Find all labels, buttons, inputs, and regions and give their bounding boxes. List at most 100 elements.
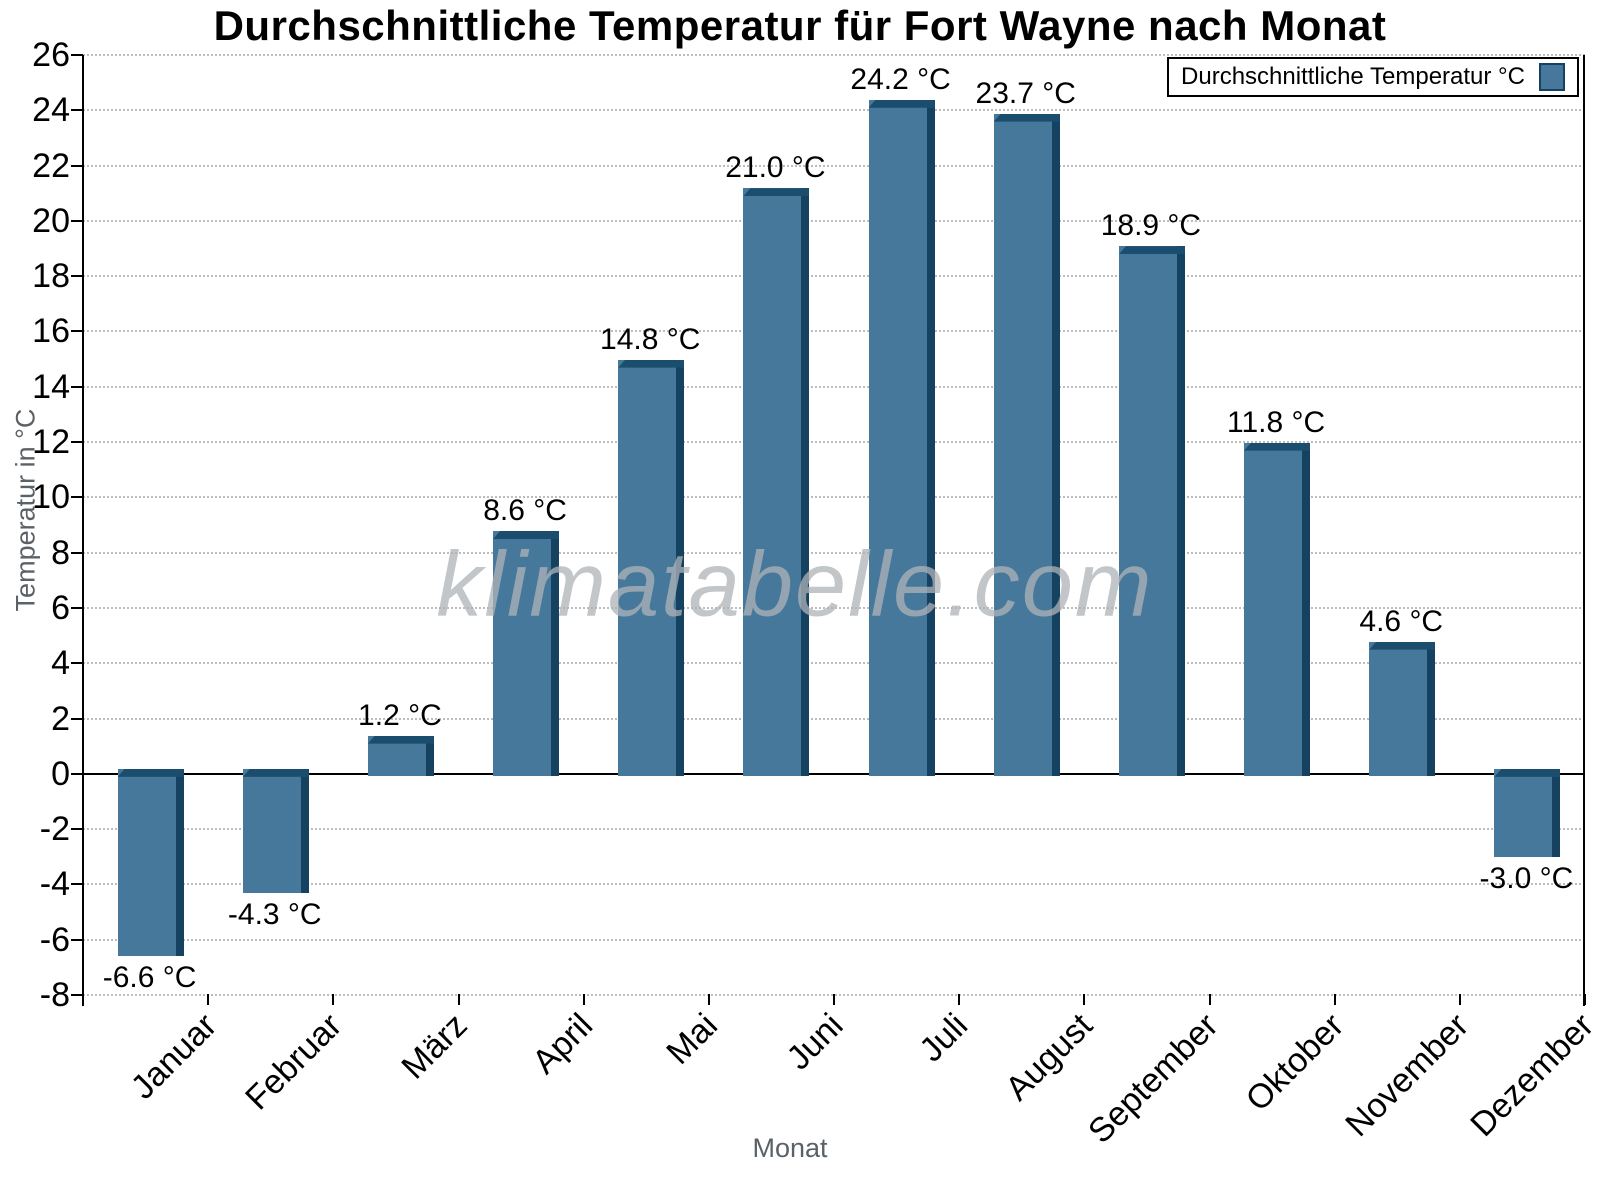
x-tick xyxy=(1208,994,1211,1005)
y-axis-line-right xyxy=(1583,55,1585,1006)
bar-value-label: -6.6 °C xyxy=(102,961,197,995)
bar-value-label: 18.9 °C xyxy=(1100,209,1202,243)
y-tick xyxy=(71,883,83,886)
y-gridline xyxy=(83,662,1585,665)
y-gridline xyxy=(83,330,1585,333)
x-axis-month-label: Juni xyxy=(779,1006,851,1078)
x-axis-month-label: Juli xyxy=(912,1006,976,1070)
bar-value-label: 4.6 °C xyxy=(1359,604,1444,638)
x-tick xyxy=(958,994,961,1005)
temperature-bar xyxy=(242,768,309,893)
y-tick xyxy=(71,551,83,554)
y-tick xyxy=(71,662,83,665)
temperature-bar xyxy=(493,531,560,776)
y-gridline xyxy=(83,54,1585,56)
bar-value-label: 14.8 °C xyxy=(600,322,701,356)
bar-value-label: 8.6 °C xyxy=(483,494,567,528)
x-tick xyxy=(582,994,585,1005)
x-tick xyxy=(1333,994,1336,1005)
y-tick xyxy=(71,109,83,112)
temperature-bar xyxy=(1118,246,1185,776)
y-tick-label: 2 xyxy=(51,699,70,738)
bar-value-label: 21.0 °C xyxy=(725,151,826,185)
y-tick xyxy=(71,54,83,56)
bar-value-label: -3.0 °C xyxy=(1479,861,1574,895)
y-gridline xyxy=(83,883,1585,886)
plot-area xyxy=(83,54,1585,996)
x-axis-month-label: Oktober xyxy=(1238,1006,1351,1119)
legend-color-swatch-icon xyxy=(1539,63,1565,91)
y-gridline xyxy=(83,385,1585,388)
y-tick xyxy=(71,219,83,222)
temperature-bar xyxy=(367,735,434,776)
y-tick-label: 0 xyxy=(51,754,70,793)
bar-value-label: 1.2 °C xyxy=(358,698,442,732)
x-tick xyxy=(1458,994,1461,1005)
y-tick xyxy=(71,441,83,444)
chart-title: Durchschnittliche Temperatur für Fort Wa… xyxy=(213,2,1387,49)
bar-value-label: 23.7 °C xyxy=(975,76,1076,110)
y-tick xyxy=(71,330,83,333)
temperature-bar xyxy=(117,768,184,957)
x-axis-month-label: Mai xyxy=(659,1006,726,1072)
bar-value-label: -4.3 °C xyxy=(227,897,322,931)
x-tick xyxy=(82,994,84,1005)
y-tick xyxy=(71,717,83,720)
x-axis-month-label: August xyxy=(998,1006,1101,1109)
y-tick-label: 20 xyxy=(32,201,70,240)
y-tick-label: 16 xyxy=(32,312,70,351)
y-gridline xyxy=(83,441,1585,444)
y-tick xyxy=(71,938,83,941)
y-gridline xyxy=(83,219,1585,222)
y-tick xyxy=(71,496,83,499)
watermark: klimatabelle.com xyxy=(436,533,1154,636)
x-tick xyxy=(707,994,710,1005)
temperature-bar xyxy=(618,359,685,776)
y-gridline xyxy=(83,828,1585,831)
temperature-bar xyxy=(993,113,1060,777)
bar-value-label: 24.2 °C xyxy=(850,62,951,96)
bar-value-label: 11.8 °C xyxy=(1226,405,1326,439)
y-tick-label: 14 xyxy=(32,367,70,406)
y-tick xyxy=(71,164,83,167)
y-tick xyxy=(71,275,83,278)
x-tick xyxy=(833,994,835,1005)
y-tick xyxy=(71,606,83,609)
y-gridline xyxy=(83,496,1585,499)
y-tick xyxy=(71,772,83,775)
y-gridline xyxy=(83,275,1585,278)
temperature-bar xyxy=(743,188,810,776)
y-tick-label: 12 xyxy=(32,423,70,462)
temperature-bar xyxy=(1494,768,1561,857)
temperature-bar xyxy=(868,99,935,776)
y-tick-label: 24 xyxy=(32,91,70,130)
y-gridline xyxy=(83,164,1585,167)
x-tick xyxy=(332,994,335,1005)
x-axis-month-label: April xyxy=(524,1006,600,1082)
y-gridline xyxy=(83,938,1585,941)
x-tick xyxy=(457,994,460,1005)
x-axis-month-label: November xyxy=(1338,1006,1477,1145)
x-axis-month-label: September xyxy=(1081,1006,1226,1151)
y-tick-label: 6 xyxy=(51,588,70,627)
x-tick xyxy=(1083,994,1086,1005)
x-axis-month-label: Februar xyxy=(238,1006,350,1118)
x-axis-title: Monat xyxy=(752,1133,828,1163)
legend-label: Durchschnittliche Temperatur °C xyxy=(1181,63,1525,90)
x-axis-month-label: März xyxy=(394,1006,475,1087)
y-tick-label: 26 xyxy=(32,36,70,74)
y-tick-label: -2 xyxy=(39,810,70,849)
temperature-bar xyxy=(1244,442,1311,777)
y-axis-line-left xyxy=(82,55,84,1006)
y-tick xyxy=(71,994,83,996)
legend: Durchschnittliche Temperatur °C xyxy=(1167,57,1579,97)
y-gridline xyxy=(83,717,1585,720)
y-tick-label: 18 xyxy=(32,257,70,296)
x-tick xyxy=(207,994,210,1005)
y-tick-label: 8 xyxy=(51,533,70,572)
y-tick xyxy=(71,828,83,831)
y-tick-label: -4 xyxy=(39,865,70,904)
y-gridline xyxy=(83,109,1585,112)
y-tick-label: -6 xyxy=(39,920,70,959)
y-tick-label: 22 xyxy=(32,146,70,185)
